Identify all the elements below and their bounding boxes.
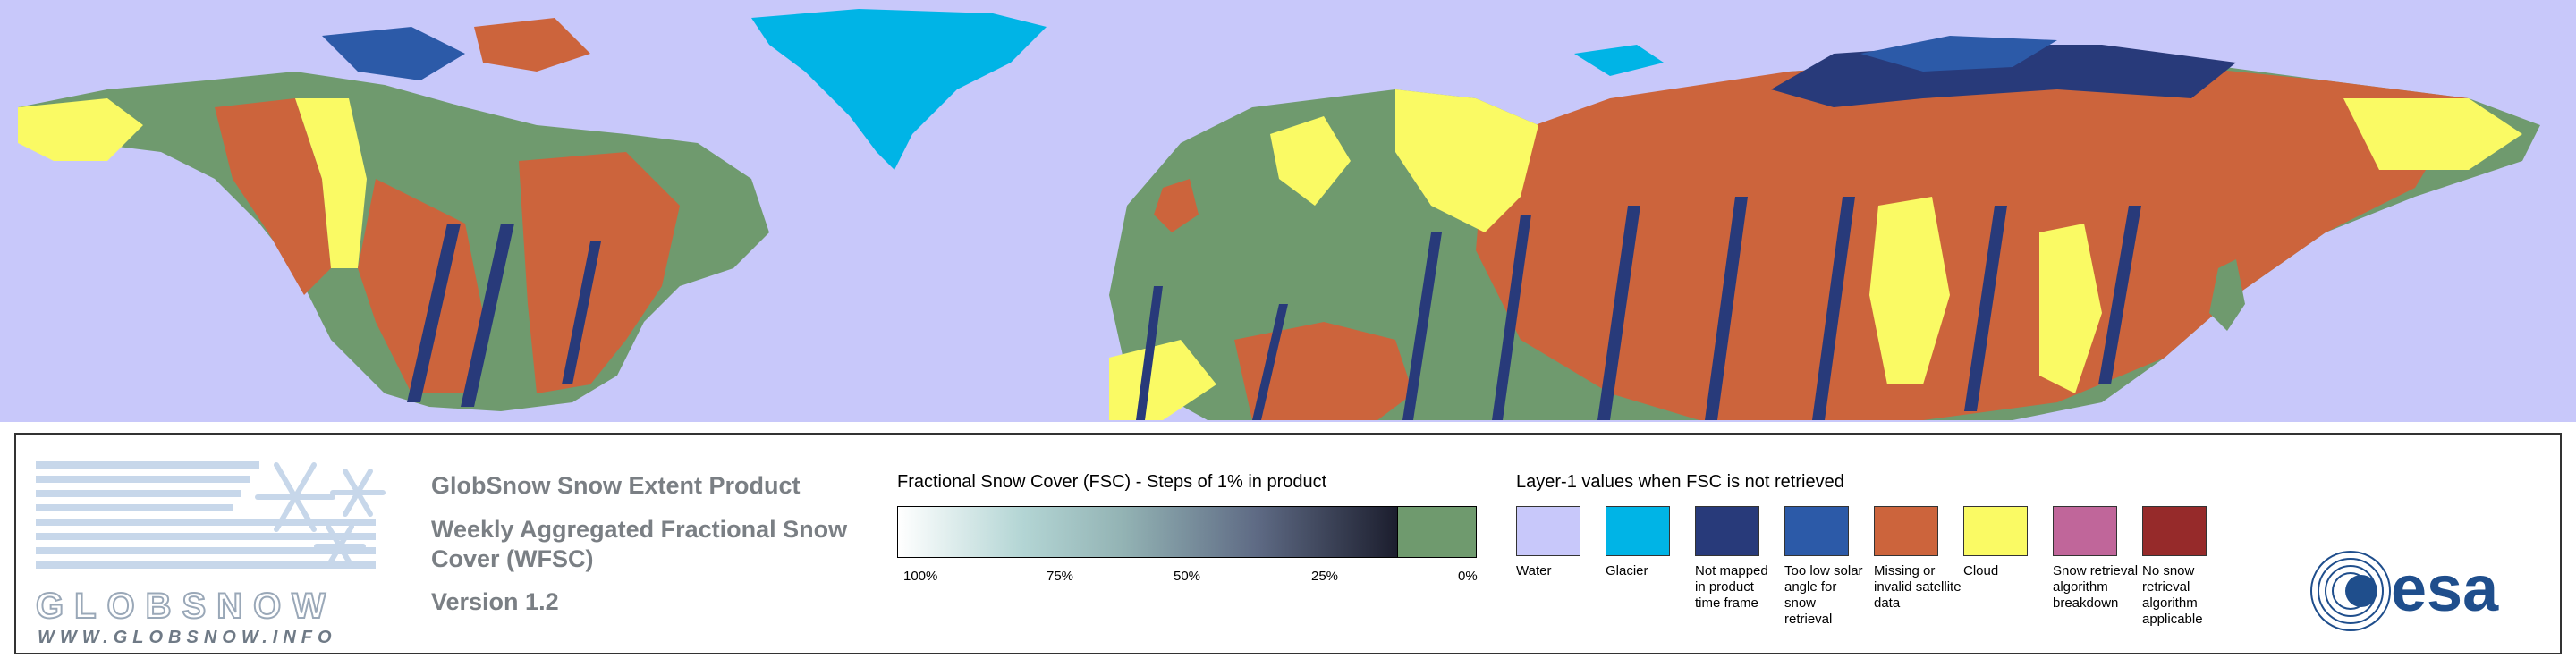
eurasia-cloud-band-2 [1869, 197, 1950, 384]
fsc-legend-title: Fractional Snow Cover (FSC) - Steps of 1… [897, 472, 1327, 492]
legend-swatch-low-solar-angle [1784, 506, 1849, 556]
eurasia-cloud-band-1 [1395, 89, 1538, 232]
legend-swatch-missing-data [1874, 506, 1938, 556]
fsc-zero-swatch [1398, 506, 1477, 558]
eurasia-notmapped-stripe-9 [2098, 206, 2141, 384]
north-america-notmapped-stripe-3 [562, 241, 601, 384]
north-america-missing-band-3 [519, 152, 680, 393]
north-america-notmapped-stripe-2 [461, 224, 514, 407]
legend-label-not-mapped: Not mapped in product time frame [1695, 563, 1768, 611]
legend-label-no-algorithm: No snow retrieval algorithm applicable [2142, 563, 2203, 627]
north-america-missing-band-1 [215, 98, 331, 295]
eurasia-notmapped-stripe-6 [1705, 197, 1748, 420]
legend-swatch-cloud [1963, 506, 2028, 556]
japan-land [2209, 259, 2245, 331]
uk-missing [1154, 179, 1199, 232]
legend-swatch-not-mapped [1695, 506, 1759, 556]
north-america-cloud-band-1 [295, 98, 367, 268]
legend-label-algorithm-breakdown: Snow retrieval algorithm breakdown [2053, 563, 2139, 611]
legend-swatch-water [1516, 506, 1580, 556]
fsc-tick: 50% [1174, 569, 1201, 584]
fsc-tick: 75% [1046, 569, 1074, 584]
legend-panel: GLOBSNOW WWW.GLOBSNOW.INFO GlobSnow Snow… [14, 433, 2562, 654]
legend-label-low-solar-angle: Too low solar angle for snow retrieval [1784, 563, 1863, 627]
globsnow-logo: GLOBSNOW WWW.GLOBSNOW.INFO [35, 452, 394, 647]
layer1-legend-title: Layer-1 values when FSC is not retrieved [1516, 472, 1844, 492]
scandinavia-cloud [1270, 116, 1351, 206]
fsc-tick: 100% [903, 569, 938, 584]
product-title: GlobSnow Snow Extent Product [431, 472, 801, 499]
arctic-islands-2 [474, 18, 590, 72]
eurasia-notmapped-stripe-7 [1812, 197, 1855, 420]
legend-label-missing-data: Missing or invalid satellite data [1874, 563, 1962, 611]
eurasia-notmapped-stripe-1 [1136, 286, 1163, 420]
globsnow-wordmark: GLOBSNOW [35, 586, 336, 627]
legend-label-glacier: Glacier [1606, 563, 1648, 578]
north-america-notmapped-stripe-1 [407, 224, 461, 402]
legend-swatch-glacier [1606, 506, 1670, 556]
arctic-islands [322, 27, 465, 80]
fsc-tick: 25% [1311, 569, 1339, 584]
legend-swatch-algorithm-breakdown [2053, 506, 2117, 556]
product-subtitle: Weekly Aggregated Fractional Snow Cover … [431, 516, 848, 572]
eurasia-notmapped-stripe-5 [1597, 206, 1640, 420]
snow-cover-map [0, 0, 2576, 422]
eurasia-notmapped-stripe-3 [1402, 232, 1442, 420]
eurasia-cloud-band-4 [2039, 224, 2102, 393]
fsc-gradient-bar [897, 506, 1398, 558]
legend-label-water: Water [1516, 563, 1552, 578]
eurasia-notmapped-stripe-4 [1492, 215, 1531, 420]
siberia-lowsun-top [1860, 36, 2057, 72]
alaska-cloud [18, 98, 143, 161]
globsnow-url: WWW.GLOBSNOW.INFO [38, 628, 337, 647]
eurasia-notmapped-stripe-8 [1964, 206, 2007, 411]
legend-swatch-no-algorithm [2142, 506, 2207, 556]
eurasia-cloud-band-3 [2343, 98, 2522, 170]
europe-missing-south [1234, 322, 1413, 420]
product-version: Version 1.2 [431, 588, 559, 615]
fsc-tick: 0% [1458, 569, 1478, 584]
svalbard-glacier [1574, 45, 1664, 76]
esa-logo: esa [2310, 551, 2499, 631]
legend-label-cloud: Cloud [1963, 563, 1999, 578]
greenland-glacier [751, 9, 1046, 170]
snowflake-icon [255, 462, 386, 569]
eurasia-notmapped-stripe-2 [1252, 304, 1288, 420]
europe-cloud-south [1109, 340, 1216, 420]
esa-wordmark: esa [2391, 553, 2499, 625]
